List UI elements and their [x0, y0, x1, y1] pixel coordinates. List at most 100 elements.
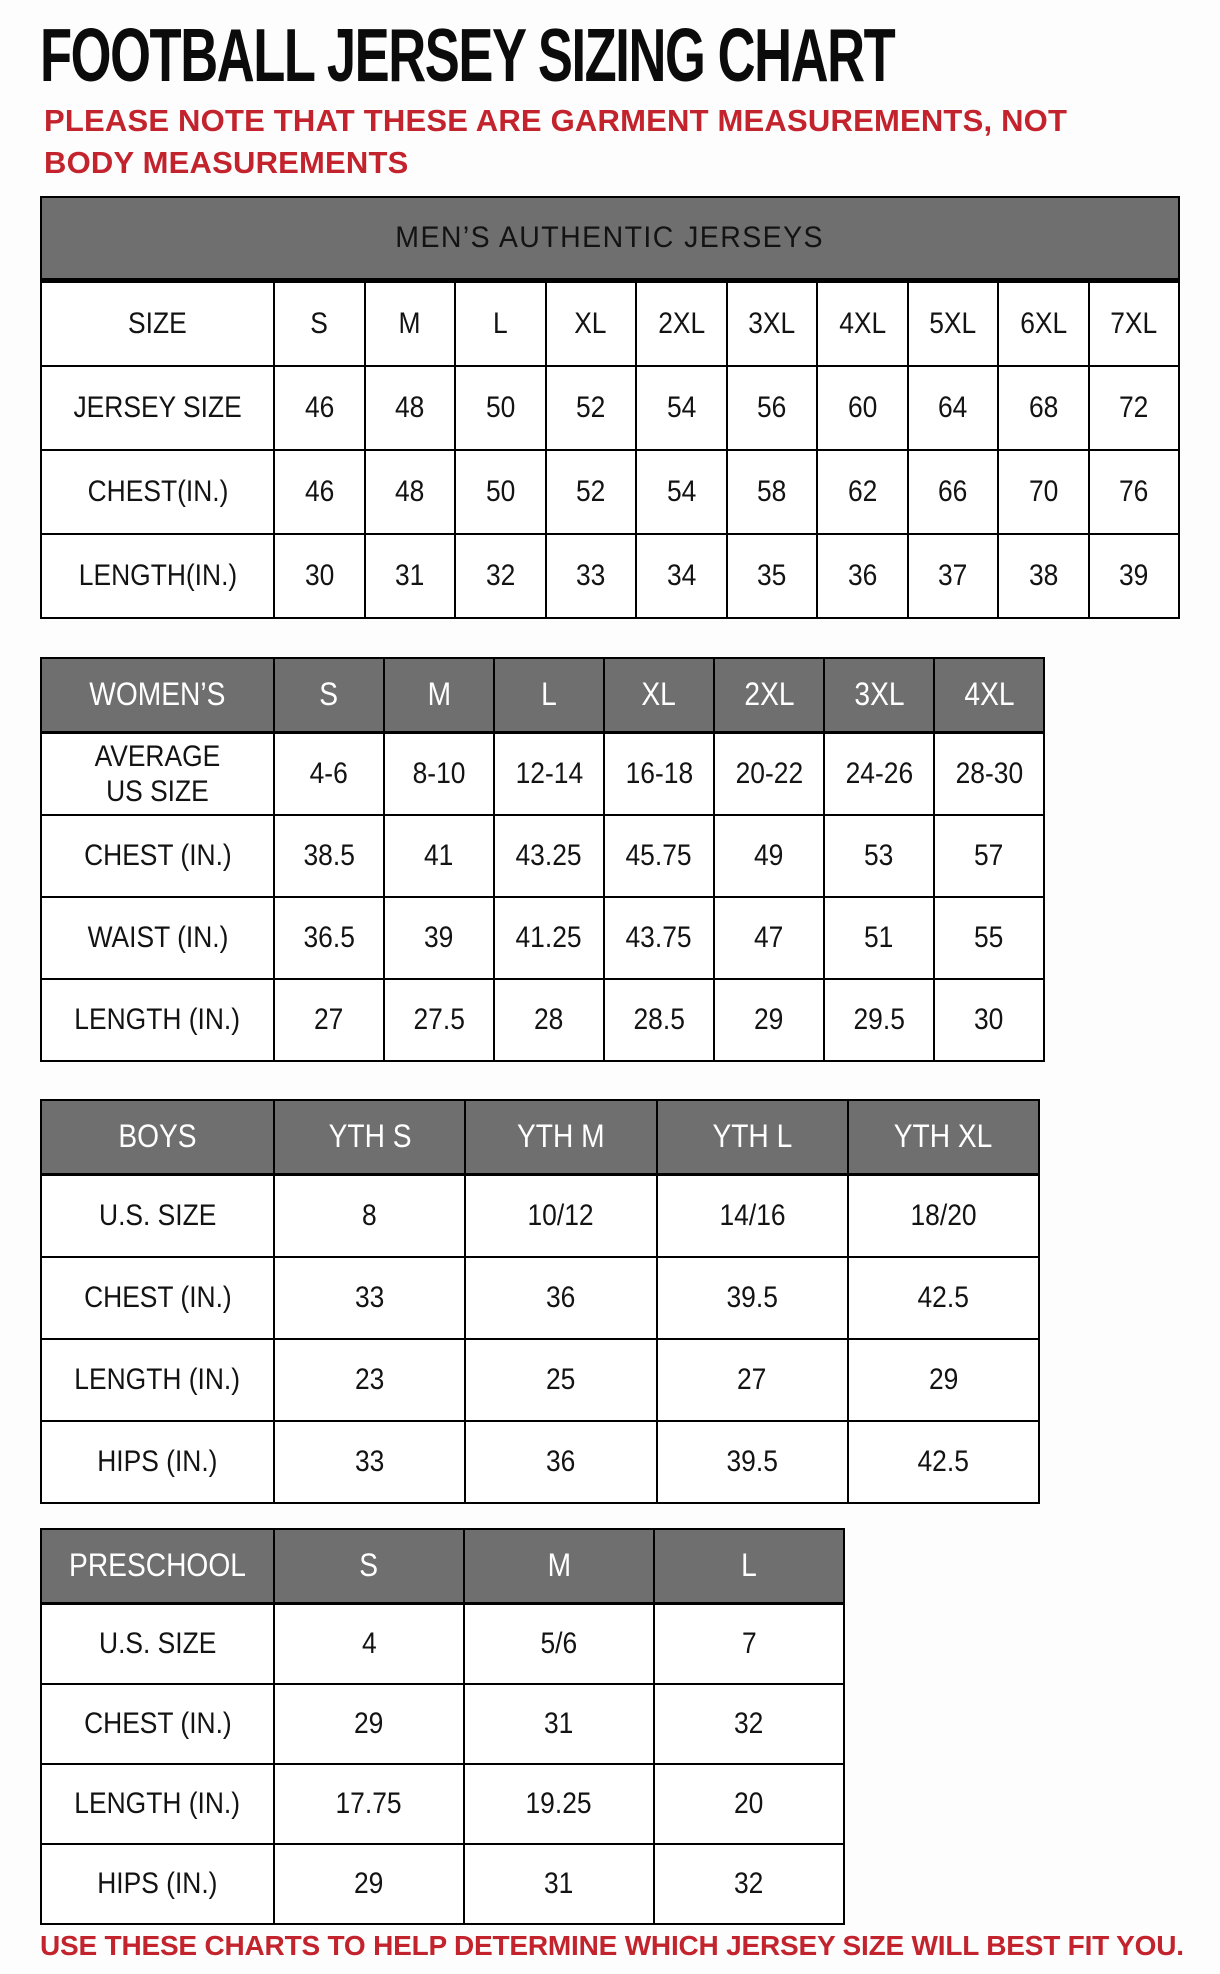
row-label: CHEST (IN.) — [40, 1683, 275, 1765]
size-value: 34 — [635, 533, 728, 619]
size-value-text: 33 — [354, 1445, 385, 1479]
size-value: 48 — [363, 365, 456, 451]
table-title: BOYS — [40, 1099, 275, 1176]
row-label: CHEST(IN.) — [40, 449, 275, 535]
womens-table-container: WOMEN’S S M L XL 2XL 3XL 4XL AVERAGE US SIZE 4-6 8… — [40, 657, 1045, 1062]
size-value: 25 — [464, 1338, 658, 1422]
column-header: S — [273, 1528, 465, 1605]
size-value: 10/12 — [464, 1173, 658, 1258]
size-value: 38 — [997, 533, 1090, 619]
table-row: HIPS (IN.) 33 36 39.5 42.5 — [40, 1420, 1041, 1504]
size-value-text: 38.5 — [303, 839, 355, 873]
size-value-text: 29 — [354, 1707, 384, 1741]
size-value: 33 — [272, 1256, 467, 1340]
size-value-text: 46 — [304, 475, 334, 509]
size-value: 46 — [273, 449, 366, 535]
size-value: 62 — [816, 449, 909, 535]
size-value: 8 — [272, 1173, 467, 1258]
size-value: 76 — [1087, 449, 1180, 535]
column-header-text: 2XL — [743, 676, 795, 713]
size-value: 31 — [363, 533, 456, 619]
size-value-text: 43.75 — [625, 921, 693, 955]
row-label: JERSEY SIZE — [40, 365, 275, 451]
size-value: 31 — [463, 1843, 655, 1925]
size-value-text: 50 — [485, 475, 515, 509]
mens-table-container: MEN’S AUTHENTIC JERSEYS SIZE S M L XL 2XL 3XL 4X… — [40, 196, 1180, 619]
size-value: 70 — [997, 449, 1090, 535]
size-value-text: 27 — [314, 1003, 344, 1037]
size-value: 27 — [273, 978, 385, 1062]
size-value: 50 — [454, 449, 547, 535]
size-value: 64 — [906, 365, 999, 451]
size-value: 39 — [1087, 533, 1180, 619]
row-label-text: CHEST(IN.) — [87, 475, 228, 509]
row-label-text: U.S. SIZE — [98, 1199, 217, 1233]
table-row: AVERAGE US SIZE 4-6 8-10 12-14 16-18 20-22 24-… — [40, 731, 1045, 816]
size-value-text: 8-10 — [412, 757, 466, 791]
row-label: LENGTH(IN.) — [40, 533, 275, 619]
size-value-text: 16-18 — [625, 757, 693, 791]
column-header-text: YTH XL — [894, 1118, 993, 1155]
table-row: CHEST (IN.) 29 31 32 — [40, 1683, 845, 1765]
size-value-text: 29 — [928, 1363, 959, 1397]
size-value: 50 — [454, 365, 547, 451]
column-header-text: 7XL — [1110, 307, 1158, 341]
size-value-text: 53 — [864, 839, 894, 873]
column-header-text: YTH S — [328, 1118, 412, 1155]
size-value-text: 54 — [666, 475, 696, 509]
table-row: JERSEY SIZE 46 48 50 52 54 56 60 64 68 72 — [40, 365, 1180, 451]
column-header: L — [454, 279, 547, 367]
size-value-text: 41 — [424, 839, 454, 873]
page-title: FOOTBALL JERSEY SIZING CHART — [40, 18, 1220, 93]
column-header: 3XL — [725, 279, 818, 367]
column-header: M — [383, 657, 495, 734]
table-banner-text: MEN’S AUTHENTIC JERSEYS — [395, 221, 825, 255]
size-value: 66 — [906, 449, 999, 535]
size-value-text: 23 — [354, 1363, 385, 1397]
size-value-text: 28 — [534, 1003, 564, 1037]
column-header: YTH L — [655, 1099, 849, 1176]
size-value-text: 18/20 — [910, 1199, 977, 1233]
size-value: 49 — [713, 814, 825, 898]
size-value-text: 68 — [1028, 391, 1058, 425]
size-value-text: 66 — [938, 475, 968, 509]
size-value-text: 29 — [754, 1003, 784, 1037]
size-value: 41.25 — [493, 896, 605, 980]
size-value-text: 14/16 — [719, 1199, 786, 1233]
size-value: 7 — [653, 1602, 845, 1685]
size-value-text: 60 — [847, 391, 877, 425]
column-header-text: 5XL — [929, 307, 977, 341]
size-value: 8-10 — [383, 731, 495, 816]
column-header: YTH S — [272, 1099, 467, 1176]
size-value-text: 33 — [576, 559, 606, 593]
womens-jerseys-table: WOMEN’S S M L XL 2XL 3XL 4XL AVERAGE US SIZE 4-6 8… — [40, 657, 1045, 1062]
size-value-text: 64 — [938, 391, 968, 425]
size-value: 27 — [655, 1338, 849, 1422]
size-value-text: 36 — [546, 1281, 576, 1315]
size-value: 18/20 — [846, 1173, 1041, 1258]
row-label: U.S. SIZE — [40, 1173, 275, 1258]
row-label-text: CHEST (IN.) — [83, 1707, 232, 1741]
size-value-text: 24-26 — [845, 757, 913, 791]
row-label-text: SIZE — [128, 307, 187, 341]
size-value: 43.75 — [603, 896, 715, 980]
column-header-text: XL — [574, 307, 607, 341]
size-value-text: 32 — [734, 1867, 764, 1901]
size-value-text: 31 — [544, 1707, 574, 1741]
size-value-text: 29.5 — [853, 1003, 905, 1037]
row-label-text: LENGTH (IN.) — [74, 1787, 241, 1821]
boys-jerseys-table: BOYS YTH S YTH M YTH L YTH XL U.S. SIZE 8 10/12… — [40, 1099, 1041, 1504]
size-value: 68 — [997, 365, 1090, 451]
column-header: XL — [603, 657, 715, 734]
size-value-text: 30 — [304, 559, 334, 593]
table-title-text: PRESCHOOL — [69, 1547, 246, 1584]
table-row: LENGTH(IN.) 30 31 32 33 34 35 36 37 38 39 — [40, 533, 1180, 619]
size-value: 20-22 — [713, 731, 825, 816]
size-value: 20 — [653, 1763, 845, 1845]
column-header: L — [493, 657, 605, 734]
size-value-text: 50 — [485, 391, 515, 425]
size-value: 53 — [823, 814, 935, 898]
size-value: 33 — [544, 533, 637, 619]
size-value: 58 — [725, 449, 818, 535]
